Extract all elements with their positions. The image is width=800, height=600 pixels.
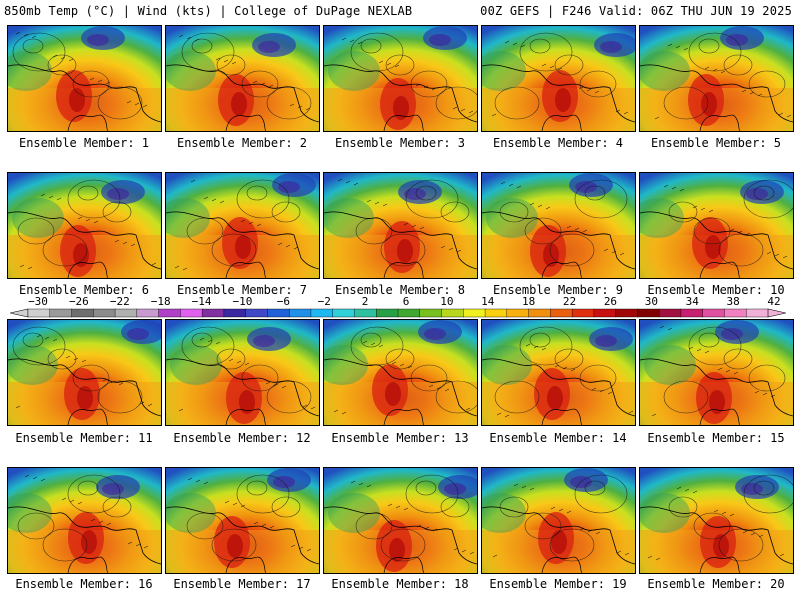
ensemble-member-map [481,319,636,426]
ensemble-member-map [323,172,478,279]
ensemble-member-caption: Ensemble Member: 4 [492,136,624,150]
ensemble-member-map [639,467,794,574]
colorbar-swatch [223,308,247,318]
colorbar-swatch [376,308,399,318]
colorbar-tick-label: 38 [726,295,740,308]
ensemble-member-caption: Ensemble Member: 7 [176,283,308,297]
ensemble-member-map [323,319,478,426]
colorbar-swatch [680,308,704,318]
ensemble-member-caption: Ensemble Member: 8 [334,283,466,297]
colorbar-tick-label: −10 [232,295,253,308]
colorbar-swatch [332,308,355,318]
colorbar-tick-label: 10 [440,295,454,308]
colorbar-swatch [571,308,595,318]
colorbar-tick-label: −6 [276,295,290,308]
colorbar-swatch [746,308,769,318]
colorbar-swatch [27,308,51,318]
ensemble-member-map [165,319,320,426]
ensemble-member-map [323,467,478,574]
colorbar-swatch [484,308,508,318]
colorbar-swatch [506,308,530,318]
colorbar-swatch [310,308,334,318]
colorbar-swatch [724,308,747,318]
colorbar-swatch [267,308,290,318]
colorbar-tick-label: 14 [481,295,495,308]
ensemble-member-caption: Ensemble Member: 1 [18,136,150,150]
colorbar-swatch [93,308,116,318]
ensemble-member-map [639,172,794,279]
colorbar-swatch [136,308,160,318]
ensemble-member-map [481,467,636,574]
colorbar-swatch [615,308,638,318]
colorbar-swatch [114,308,138,318]
colorbar-swatch [550,308,573,318]
colorbar-tick-label: 30 [644,295,658,308]
ensemble-member-map [639,25,794,132]
colorbar-swatch [180,308,203,318]
ensemble-member-caption: Ensemble Member: 12 [173,431,311,445]
ensemble-member-map [165,172,320,279]
colorbar-tick-label: 26 [603,295,618,308]
ensemble-member-caption: Ensemble Member: 6 [18,283,150,297]
colorbar-tick-label: −2 [317,295,331,308]
ensemble-member-map [639,319,794,426]
ensemble-member-caption: Ensemble Member: 2 [176,136,308,150]
ensemble-member-caption: Ensemble Member: 3 [334,136,466,150]
ensemble-member-caption: Ensemble Member: 15 [647,431,785,445]
ensemble-member-map [481,25,636,132]
ensemble-member-caption: Ensemble Member: 16 [15,577,153,591]
colorbar-tick-label: −22 [109,295,130,308]
colorbar-tick-label: −26 [68,295,89,308]
ensemble-member-map [7,25,162,132]
ensemble-member-caption: Ensemble Member: 11 [15,431,153,445]
ensemble-member-map [165,467,320,574]
colorbar-tick-label: 42 [767,295,781,308]
colorbar-low-arrow [10,308,29,318]
ensemble-member-map [323,25,478,132]
colorbar-tick-label: −30 [28,295,48,308]
colorbar-swatch [419,308,443,318]
colorbar-swatch [463,308,486,318]
colorbar-tick-label: 22 [562,295,577,308]
colorbar-tick-label: 6 [402,295,410,308]
ensemble-member-caption: Ensemble Member: 5 [650,136,782,150]
ensemble-member-caption: Ensemble Member: 14 [489,431,627,445]
colorbar-tick-label: 2 [361,295,369,308]
colorbar-tick-label: 34 [685,295,699,308]
ensemble-member-map [165,25,320,132]
ensemble-member-map [7,172,162,279]
ensemble-member-caption: Ensemble Member: 10 [647,283,785,297]
colorbar-swatch [658,308,682,318]
ensemble-member-map [481,172,636,279]
colorbar-swatch [593,308,617,318]
colorbar-swatch [245,308,268,318]
ensemble-member-caption: Ensemble Member: 18 [331,577,469,591]
colorbar-swatch [288,308,312,318]
ensemble-member-caption: Ensemble Member: 9 [492,283,624,297]
colorbar-swatch [637,308,660,318]
colorbar-swatch [397,308,421,318]
colorbar-swatch [354,308,377,318]
colorbar-swatch [201,308,225,318]
colorbar-swatch [49,308,73,318]
colorbar-swatch [441,308,464,318]
header-valid-time: 00Z GEFS | F246 Valid: 06Z THU JUN 19 20… [480,4,792,18]
colorbar-tick-label: −18 [150,295,171,308]
colorbar-swatch [702,308,725,318]
ensemble-member-caption: Ensemble Member: 20 [647,577,785,591]
colorbar-swatch [158,308,181,318]
colorbar-tick-label: −14 [191,295,212,308]
colorbar-swatch [528,308,551,318]
ensemble-member-caption: Ensemble Member: 13 [331,431,469,445]
ensemble-member-caption: Ensemble Member: 17 [173,577,311,591]
ensemble-member-map [7,319,162,426]
colorbar-tick-label: 18 [522,295,536,308]
temperature-colorbar: −30 −26 −22 −18 −14 −10 −6 −2 2 6 10 14 18 22 26 30 34 38… [10,295,786,322]
colorbar-swatch [71,308,94,318]
ensemble-member-caption: Ensemble Member: 19 [489,577,627,591]
colorbar-high-arrow [767,308,786,318]
ensemble-member-map [7,467,162,574]
header-title: 850mb Temp (°C) | Wind (kts) | College o… [4,4,413,18]
